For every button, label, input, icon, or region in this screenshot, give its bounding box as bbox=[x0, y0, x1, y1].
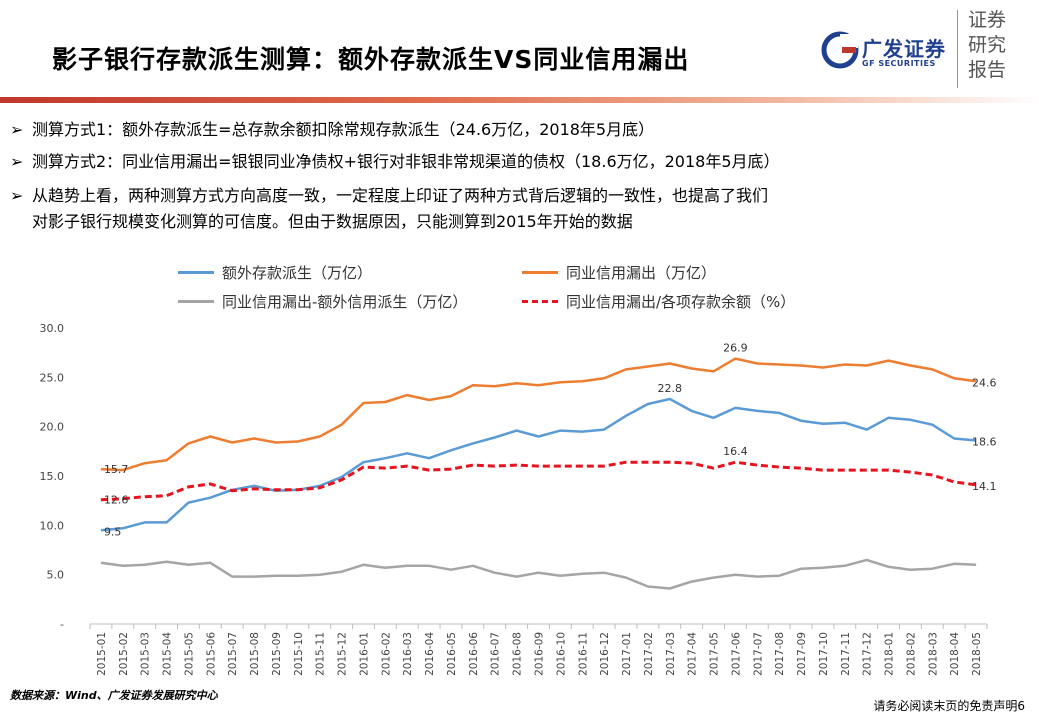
x-tick-label: 2015-06 bbox=[205, 632, 217, 676]
data-label: 9.5 bbox=[104, 525, 122, 538]
series-line-3 bbox=[100, 558, 977, 590]
x-tick-label: 2017-10 bbox=[818, 632, 830, 676]
x-tick-label: 2016-04 bbox=[424, 632, 436, 676]
y-tick-label: 20.0 bbox=[40, 421, 65, 434]
bullet-item-1: ➢ 测算方式1：额外存款派生=总存款余额扣除常规存款派生（24.6万亿，2018年… bbox=[10, 117, 654, 143]
x-tick-label: 2016-11 bbox=[577, 632, 589, 676]
data-label: 12.6 bbox=[104, 494, 129, 507]
x-tick-label: 2016-06 bbox=[468, 632, 480, 676]
x-tick-label: 2017-07 bbox=[752, 632, 764, 676]
bullet-item-3: ➢ 从趋势上看，两种测算方式方向高度一致，一定程度上印证了两种方式背后逻辑的一致性… bbox=[10, 183, 768, 235]
arrow-bullet-icon: ➢ bbox=[10, 120, 24, 139]
data-label: 16.4 bbox=[723, 445, 748, 458]
y-tick-label: 30.0 bbox=[40, 322, 65, 335]
x-tick-label: 2018-05 bbox=[971, 632, 983, 676]
x-tick-label: 2016-12 bbox=[599, 632, 611, 676]
x-tick-label: 2017-01 bbox=[621, 632, 633, 676]
y-tick-label: 10.0 bbox=[40, 519, 65, 532]
y-tick-label: 25.0 bbox=[40, 371, 65, 384]
bullet-text: 从趋势上看，两种测算方式方向高度一致，一定程度上印证了两种方式背后逻辑的一致性，… bbox=[32, 186, 769, 205]
x-tick-label: 2015-03 bbox=[140, 632, 152, 676]
x-tick-label: 2018-02 bbox=[905, 632, 917, 676]
y-tick-label: - bbox=[60, 618, 64, 631]
report-tag: 证券研究报告 bbox=[968, 9, 1007, 81]
x-tick-label: 2016-03 bbox=[402, 632, 414, 676]
x-tick-label: 2018-04 bbox=[949, 632, 961, 676]
data-label: 24.6 bbox=[972, 376, 997, 389]
bullet-text-continued: 对影子银行规模变化测算的可信度。但由于数据原因，只能测算到2015年开始的数据 bbox=[32, 212, 633, 231]
x-tick-label: 2016-09 bbox=[534, 632, 546, 676]
x-tick-label: 2015-07 bbox=[227, 632, 239, 676]
x-tick-label: 2018-03 bbox=[927, 632, 939, 676]
y-tick-label: 15.0 bbox=[40, 470, 65, 483]
x-tick-label: 2015-11 bbox=[315, 632, 327, 676]
x-tick-label: 2015-01 bbox=[96, 632, 108, 676]
series-line-1 bbox=[100, 397, 977, 532]
data-label: 22.8 bbox=[658, 382, 683, 395]
legend-item-series-1: 额外存款派生（万亿） bbox=[178, 262, 372, 283]
logo-subtext: GF SECURITIES bbox=[862, 59, 936, 68]
arrow-bullet-icon: ➢ bbox=[10, 152, 24, 171]
data-label: 26.9 bbox=[723, 342, 748, 355]
x-tick-label: 2017-02 bbox=[643, 632, 655, 676]
legend-item-series-4: 同业信用漏出/各项存款余额（%） bbox=[522, 291, 795, 312]
x-tick-label: 2016-10 bbox=[555, 632, 567, 676]
x-tick-label: 2015-05 bbox=[183, 632, 195, 676]
legend-swatch bbox=[522, 300, 558, 303]
legend-label: 同业信用漏出（万亿） bbox=[566, 264, 717, 282]
x-tick-label: 2016-07 bbox=[490, 632, 502, 676]
x-tick-label: 2017-09 bbox=[796, 632, 808, 676]
x-tick-label: 2017-03 bbox=[665, 632, 677, 676]
x-tick-label: 2016-02 bbox=[380, 632, 392, 676]
x-tick-label: 2015-10 bbox=[293, 632, 305, 676]
x-tick-label: 2017-12 bbox=[862, 632, 874, 676]
legend-label: 额外存款派生（万亿） bbox=[222, 264, 373, 282]
legend-swatch bbox=[522, 271, 558, 274]
header-divider bbox=[957, 10, 958, 88]
x-tick-label: 2015-02 bbox=[118, 632, 130, 676]
legend-item-series-2: 同业信用漏出（万亿） bbox=[522, 262, 716, 283]
x-tick-label: 2017-08 bbox=[774, 632, 786, 676]
data-label: 18.6 bbox=[972, 435, 997, 448]
x-tick-label: 2017-04 bbox=[687, 632, 699, 676]
x-tick-label: 2017-05 bbox=[709, 632, 721, 676]
disclaimer-page-number: 请务必阅读末页的免责声明6 bbox=[873, 699, 1025, 713]
y-tick-label: 5.0 bbox=[47, 569, 65, 582]
data-source-note: 数据来源：Wind、广发证券发展研究中心 bbox=[10, 689, 218, 702]
x-tick-label: 2015-09 bbox=[271, 632, 283, 676]
company-logo: 广发证券 GF SECURITIES bbox=[820, 30, 950, 75]
x-tick-label: 2015-04 bbox=[162, 632, 174, 676]
logo-emblem-icon bbox=[821, 31, 859, 69]
bullet-text: 测算方式1：额外存款派生=总存款余额扣除常规存款派生（24.6万亿，2018年5… bbox=[32, 120, 655, 139]
legend-label: 同业信用漏出/各项存款余额（%） bbox=[566, 293, 796, 311]
x-tick-label: 2017-11 bbox=[840, 632, 852, 676]
x-tick-label: 2016-08 bbox=[512, 632, 524, 676]
x-tick-label: 2016-01 bbox=[358, 632, 370, 676]
series-line-2 bbox=[100, 357, 977, 472]
data-label: 15.7 bbox=[104, 463, 129, 476]
legend-item-series-3: 同业信用漏出-额外信用派生（万亿） bbox=[178, 291, 467, 312]
legend-label: 同业信用漏出-额外信用派生（万亿） bbox=[222, 293, 468, 311]
arrow-bullet-icon: ➢ bbox=[10, 186, 24, 205]
data-label: 14.1 bbox=[972, 480, 997, 493]
header-accent-bar bbox=[0, 97, 1039, 103]
x-tick-label: 2015-12 bbox=[337, 632, 349, 676]
x-tick-label: 2017-06 bbox=[730, 632, 742, 676]
legend-swatch bbox=[178, 300, 214, 303]
x-tick-label: 2016-05 bbox=[446, 632, 458, 676]
series-line-4 bbox=[100, 460, 977, 502]
bullet-item-2: ➢ 测算方式2：同业信用漏出=银银同业净债权+银行对非银非常规渠道的债权（18.6… bbox=[10, 149, 780, 175]
page-title: 影子银行存款派生测算：额外存款派生VS同业信用漏出 bbox=[52, 45, 690, 74]
bullet-text: 测算方式2：同业信用漏出=银银同业净债权+银行对非银非常规渠道的债权（18.6万… bbox=[32, 152, 780, 171]
legend-swatch bbox=[178, 271, 214, 274]
logo-text: 广发证券 bbox=[862, 37, 946, 61]
x-tick-label: 2018-01 bbox=[884, 632, 896, 676]
x-tick-label: 2015-08 bbox=[249, 632, 261, 676]
